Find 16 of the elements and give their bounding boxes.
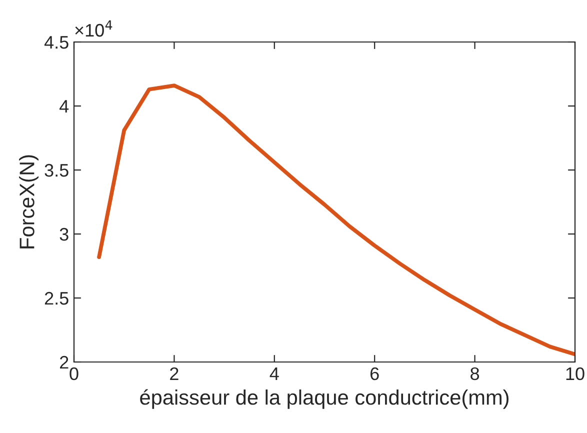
- y-axis-title: ForceX(N): [19, 155, 38, 248]
- x-tick-label: 10: [566, 367, 584, 380]
- y-tick-label: 2: [60, 356, 68, 369]
- y-tick-label: 2.5: [44, 292, 68, 305]
- x-tick-label: 2: [170, 367, 178, 380]
- y-tick-label: 3.5: [44, 164, 68, 177]
- text: ×10$^{4}$: [75, 20, 112, 37]
- line-series: [97, 84, 575, 356]
- y-tick-label: 3: [60, 228, 68, 241]
- x-axis-title: épaisseur de la plaque conductrice(mm): [140, 389, 508, 409]
- x-tick-label: 8: [470, 367, 480, 380]
- x-tick-label: 0: [70, 367, 78, 380]
- x-tick-label: 4: [270, 368, 279, 380]
- y-tick-label: 4.5: [44, 36, 68, 49]
- y-tick-label: 4: [60, 100, 69, 113]
- x-tick-label: 6: [370, 367, 379, 380]
